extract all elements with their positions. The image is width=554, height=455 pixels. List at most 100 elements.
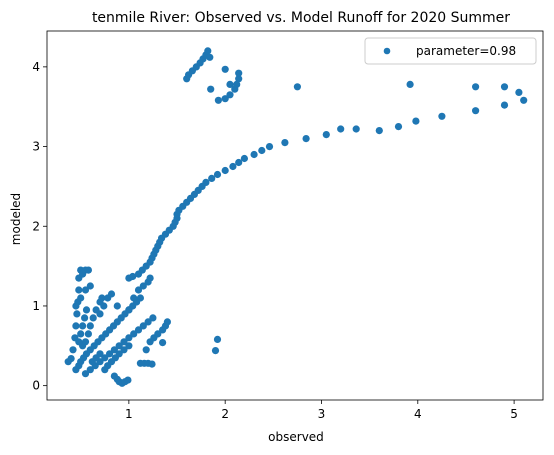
data-point: [500, 101, 509, 109]
data-point: [148, 360, 156, 368]
data-point: [125, 342, 133, 350]
data-point: [520, 96, 528, 104]
data-point: [515, 88, 523, 96]
data-point: [81, 338, 90, 346]
data-point: [213, 170, 222, 179]
data-point: [250, 150, 258, 159]
data-point: [235, 69, 243, 77]
x-axis-label: observed: [268, 430, 324, 444]
legend-marker: [383, 47, 391, 55]
data-point: [202, 178, 210, 186]
data-point: [130, 294, 138, 302]
x-axis-ticks: 1 2 3 4 5: [125, 400, 518, 421]
data-point: [81, 286, 90, 294]
data-point: [472, 83, 480, 91]
data-point: [98, 294, 106, 302]
data-point: [75, 286, 83, 294]
data-point: [101, 354, 109, 362]
data-point: [67, 355, 75, 363]
data-point: [81, 314, 89, 322]
data-point: [144, 318, 152, 326]
y-tick-label: 3: [32, 140, 40, 154]
data-point: [500, 83, 509, 91]
y-tick-label: 4: [32, 60, 40, 74]
data-point: [134, 326, 143, 334]
x-tick-label: 2: [221, 407, 229, 421]
data-point: [146, 274, 154, 282]
data-point: [293, 83, 301, 91]
x-tick-label: 3: [318, 407, 326, 421]
data-point: [142, 346, 150, 354]
data-point: [207, 85, 215, 93]
data-point: [229, 162, 237, 171]
data-point: [82, 306, 91, 314]
y-tick-label: 2: [32, 219, 40, 233]
data-point: [86, 322, 94, 330]
data-point: [84, 330, 92, 338]
data-point: [154, 330, 162, 338]
data-point: [235, 75, 243, 83]
data-point: [100, 302, 108, 310]
y-axis-ticks: 0 1 2 3 4: [32, 60, 47, 393]
data-point: [72, 322, 80, 330]
data-point: [107, 290, 116, 298]
y-axis-label: modeled: [9, 193, 23, 245]
data-point: [213, 335, 222, 343]
y-tick-label: 0: [32, 379, 40, 393]
data-point: [96, 310, 104, 318]
data-point: [110, 346, 118, 354]
data-point: [302, 135, 310, 143]
data-point: [214, 96, 222, 104]
data-point: [115, 342, 123, 350]
data-point: [233, 80, 241, 88]
data-point: [125, 306, 133, 314]
data-point: [394, 123, 403, 131]
data-point: [129, 272, 137, 281]
data-point: [86, 282, 94, 290]
data-point: [221, 166, 229, 175]
x-tick-label: 1: [125, 407, 133, 421]
data-point: [406, 80, 414, 88]
data-point: [226, 80, 234, 88]
data-point: [115, 350, 123, 358]
data-point: [81, 370, 90, 378]
data-point: [124, 376, 132, 384]
data-point: [163, 318, 171, 326]
x-tick-label: 5: [510, 407, 518, 421]
data-point: [136, 294, 144, 302]
data-point: [86, 366, 94, 374]
data-point: [258, 146, 266, 155]
legend-box: [364, 37, 537, 65]
data-point: [113, 302, 121, 310]
data-point: [89, 314, 97, 322]
data-point: [221, 95, 229, 103]
data-point: [204, 47, 212, 55]
data-point: [208, 174, 216, 182]
data-point: [412, 117, 420, 125]
data-point: [337, 125, 345, 133]
data-point: [139, 322, 147, 330]
data-point: [73, 310, 81, 318]
legend: parameter=0.98: [364, 37, 537, 65]
data-point: [206, 53, 214, 61]
data-point: [221, 65, 229, 73]
y-tick-label: 1: [32, 299, 40, 313]
x-tick-label: 4: [414, 407, 422, 421]
data-point: [438, 112, 446, 120]
data-point: [352, 125, 360, 133]
data-point: [281, 139, 289, 147]
data-point: [130, 330, 138, 338]
data-point: [77, 294, 85, 302]
data-point: [149, 314, 157, 322]
data-point: [226, 91, 234, 99]
data-point: [472, 107, 480, 115]
data-points: [64, 47, 528, 387]
data-point: [69, 346, 77, 354]
data-point: [265, 143, 274, 151]
data-point: [84, 266, 92, 274]
data-point: [235, 158, 243, 167]
data-point: [75, 338, 83, 346]
data-point: [120, 346, 128, 354]
data-point: [120, 338, 128, 346]
